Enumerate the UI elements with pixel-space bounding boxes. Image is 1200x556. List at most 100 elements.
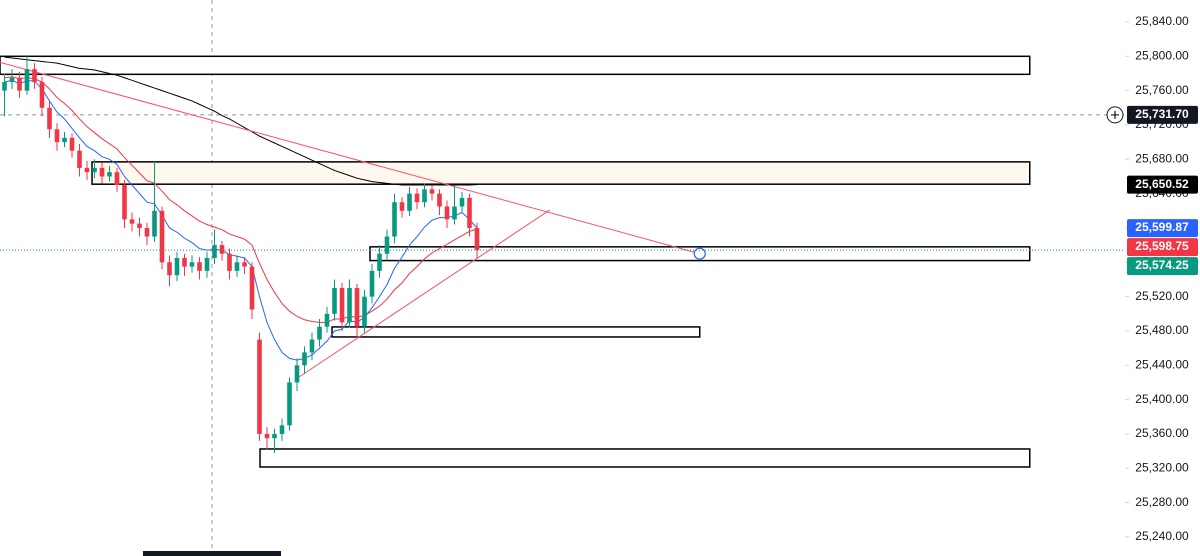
candle-body: [407, 193, 412, 211]
candle-body: [17, 77, 22, 91]
candle-body: [452, 206, 457, 220]
y-tick-label: 25,840.00: [1135, 14, 1189, 28]
candle-body: [189, 262, 195, 267]
candle-body: [467, 197, 472, 228]
candle-body: [474, 227, 480, 251]
candle-body: [144, 227, 150, 237]
trendline: [294, 209, 551, 381]
y-tick-label: 25,320.00: [1135, 460, 1189, 474]
price-label-box: [1127, 219, 1198, 238]
candle-body: [197, 262, 202, 271]
candle-body: [219, 245, 225, 254]
candle-body: [227, 253, 232, 271]
candle-body: [369, 270, 375, 297]
candle-body: [69, 137, 75, 151]
candle-body: [414, 193, 420, 203]
candle-body: [392, 202, 397, 237]
y-tick-label: 25,240.00: [1135, 529, 1189, 543]
candle-body: [324, 313, 330, 327]
candle-body: [39, 82, 45, 108]
candle-body: [444, 206, 450, 220]
candle-body: [129, 219, 135, 224]
candle-body: [384, 236, 390, 254]
price-label: 25,574.25: [1135, 258, 1189, 272]
trendline: [0, 61, 700, 255]
price-label: 25,598.75: [1135, 239, 1189, 253]
zone: [259, 448, 1031, 468]
candle-body: [9, 77, 15, 83]
price-label-box: [1127, 238, 1198, 257]
y-tick-label: 25,480.00: [1135, 323, 1189, 337]
y-tick-label: 25,400.00: [1135, 392, 1189, 406]
candle-body: [107, 172, 112, 177]
candle-body: [287, 382, 292, 426]
candle-body: [459, 197, 465, 207]
candle-body: [204, 258, 210, 271]
candle-body: [54, 129, 60, 143]
price-label-box: [1127, 175, 1198, 194]
candle-body: [242, 262, 247, 267]
candle-body: [122, 185, 127, 220]
y-tick-label: 25,800.00: [1135, 48, 1189, 62]
candle-body: [279, 425, 285, 434]
candle-body: [62, 137, 67, 143]
add-alert-icon: [1111, 110, 1119, 119]
candle-body: [362, 296, 367, 327]
candle-body: [302, 352, 307, 366]
candle-body: [32, 69, 37, 83]
zone: [91, 161, 1031, 185]
candle-body: [152, 210, 157, 237]
moving-average: [4, 76, 478, 323]
candle-body: [159, 210, 165, 263]
moving-average: [4, 56, 478, 186]
candle-body: [429, 189, 435, 194]
candle-body: [174, 258, 180, 276]
candle-body: [399, 202, 405, 211]
candle-body: [84, 167, 90, 173]
candle-body: [182, 258, 187, 267]
candle-body: [347, 288, 352, 323]
y-tick-label: 25,440.00: [1135, 357, 1189, 371]
candle-body: [257, 339, 262, 434]
price-label: 25,650.52: [1135, 177, 1189, 191]
price-label: 25,731.70: [1135, 107, 1189, 121]
moving-average: [4, 79, 478, 361]
candle-body: [47, 107, 52, 130]
candle-body: [422, 189, 427, 203]
candle-body: [332, 288, 337, 314]
candle-body: [339, 288, 345, 323]
candle-body: [167, 262, 172, 276]
trendline-handle: [693, 247, 706, 260]
y-tick-label: 25,760.00: [1135, 83, 1189, 97]
candle-body: [354, 288, 360, 327]
price-label-box: [1127, 257, 1198, 276]
candle-body: [234, 262, 240, 271]
candle-body: [272, 433, 277, 439]
candle-body: [294, 365, 300, 383]
candle-body: [437, 193, 442, 207]
candle-body: [264, 433, 270, 439]
candle-body: [24, 69, 30, 91]
candle-body: [317, 326, 322, 340]
candle-body: [309, 339, 315, 353]
candle-body: [77, 150, 82, 168]
candle-body: [2, 82, 7, 91]
y-tick-label: 25,280.00: [1135, 495, 1189, 509]
candle-body: [377, 253, 382, 271]
price-label-box: [1127, 105, 1198, 124]
candle-body: [92, 167, 97, 173]
y-tick-label: 25,520.00: [1135, 289, 1189, 303]
y-tick-label: 25,360.00: [1135, 426, 1189, 440]
candle-body: [99, 167, 105, 177]
candle-body: [114, 172, 120, 186]
zone: [0, 55, 1031, 76]
price-label: 25,599.87: [1135, 220, 1189, 234]
scrollbar[interactable]: [143, 551, 281, 556]
zone: [331, 326, 701, 338]
candle-body: [212, 245, 217, 259]
candle-body: [137, 223, 142, 228]
y-tick-label: 25,680.00: [1135, 151, 1189, 165]
candle-body: [249, 266, 255, 310]
